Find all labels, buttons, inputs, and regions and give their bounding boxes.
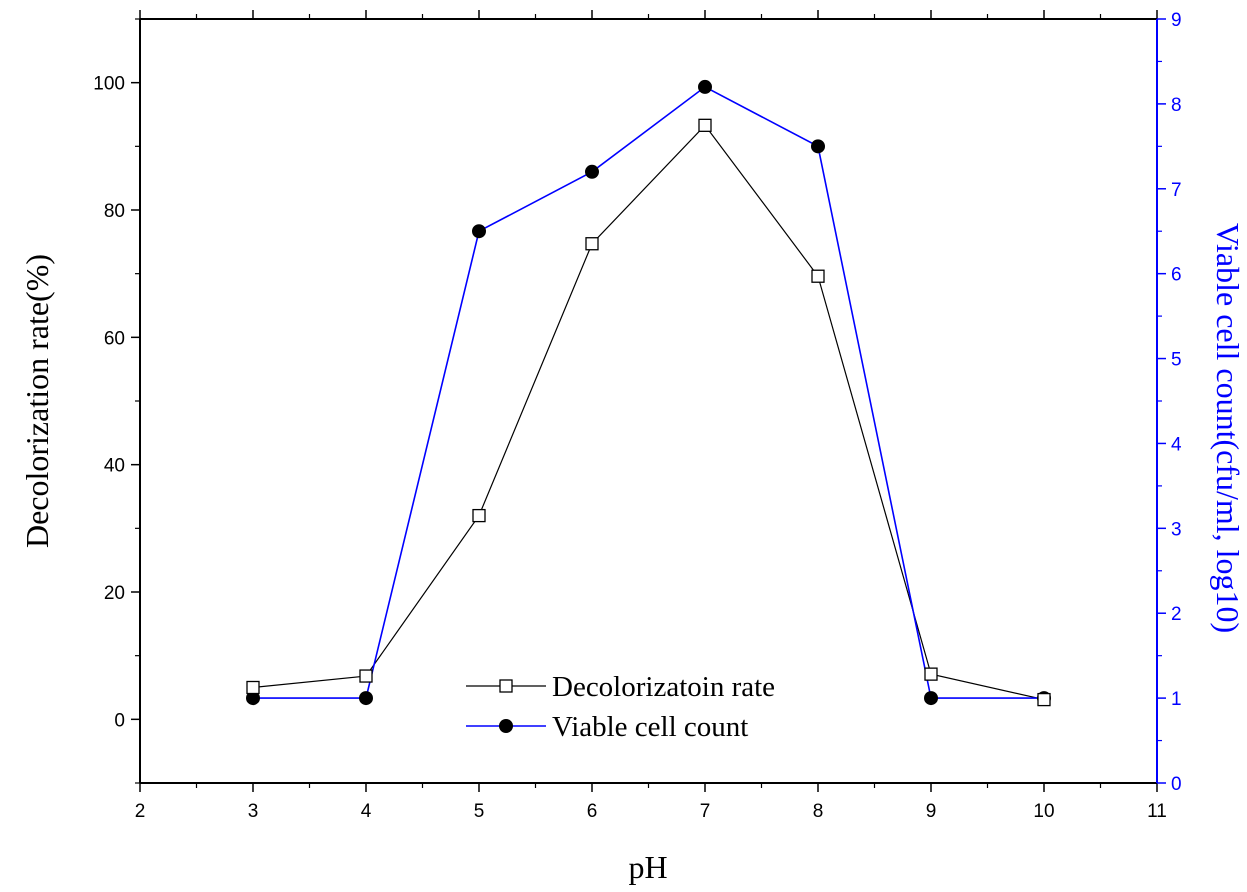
y2-tick-label: 4 bbox=[1171, 434, 1182, 455]
y2-axis-ticks: 0 1 2 3 4 5 6 7 8 9 bbox=[1157, 10, 1182, 795]
y-tick-label: 80 bbox=[104, 201, 125, 222]
x-tick-label: 8 bbox=[813, 801, 824, 822]
y2-tick-label: 0 bbox=[1171, 774, 1182, 795]
series-markers bbox=[246, 79, 1051, 707]
x-tick-label: 2 bbox=[135, 801, 146, 822]
x-tick-label: 5 bbox=[474, 801, 485, 822]
legend-label-decolorization: Decolorizatoin rate bbox=[552, 671, 775, 703]
point-viable-cell bbox=[698, 79, 712, 94]
x-tick-label: 7 bbox=[700, 801, 711, 822]
y2-tick-label: 9 bbox=[1171, 10, 1182, 31]
point-viable-cell bbox=[924, 691, 938, 706]
x-tick-label: 3 bbox=[248, 801, 259, 822]
y2-tick-label: 3 bbox=[1171, 519, 1182, 540]
point-decolorization bbox=[359, 669, 373, 683]
y2-tick-label: 1 bbox=[1171, 689, 1182, 710]
y2-tick-label: 2 bbox=[1171, 604, 1182, 625]
y-tick-label: 40 bbox=[104, 456, 125, 477]
y2-axis-title: Viable cell count(cfu/ml, log10) bbox=[1210, 223, 1246, 633]
legend-item-decolorization: Decolorizatoin rate bbox=[466, 671, 775, 703]
point-decolorization bbox=[585, 237, 599, 251]
y2-tick-label: 7 bbox=[1171, 180, 1182, 201]
y2-tick-label: 6 bbox=[1171, 265, 1182, 286]
x-tick-label: 6 bbox=[587, 801, 598, 822]
point-decolorization bbox=[698, 118, 712, 132]
y-axis-title: Decolorization rate(%) bbox=[19, 254, 55, 548]
point-viable-cell bbox=[246, 691, 260, 706]
point-decolorization bbox=[246, 680, 260, 695]
point-viable-cell bbox=[585, 164, 599, 179]
x-axis-title: pH bbox=[628, 849, 667, 885]
y2-tick-label: 8 bbox=[1171, 95, 1182, 116]
x-tick-label: 4 bbox=[361, 801, 372, 822]
point-decolorization bbox=[472, 508, 486, 523]
x-tick-label: 11 bbox=[1147, 801, 1167, 822]
y-tick-label: 0 bbox=[114, 710, 125, 731]
legend-marker-circle bbox=[499, 719, 513, 733]
legend-marker-square bbox=[499, 679, 513, 693]
legend-label-viable-cell: Viable cell count bbox=[552, 711, 748, 743]
y-axis-ticks: 0 20 40 60 80 100 bbox=[93, 74, 140, 731]
point-decolorization bbox=[924, 667, 938, 681]
y-tick-label: 60 bbox=[104, 328, 125, 349]
y-tick-label: 100 bbox=[93, 74, 125, 95]
x-tick-label: 10 bbox=[1033, 801, 1054, 822]
series-line-viable-cell bbox=[253, 85, 1044, 699]
point-viable-cell bbox=[472, 224, 486, 239]
series-lines bbox=[252, 85, 1045, 701]
point-viable-cell bbox=[811, 139, 825, 154]
axes bbox=[139, 18, 1158, 784]
point-decolorization bbox=[1037, 692, 1051, 707]
legend: Decolorizatoin rate Viable cell count bbox=[466, 671, 775, 743]
y2-tick-label: 5 bbox=[1171, 350, 1182, 371]
point-decolorization bbox=[811, 269, 825, 283]
legend-item-viable-cell: Viable cell count bbox=[466, 711, 748, 743]
point-viable-cell bbox=[359, 691, 373, 706]
series-line-decolorization bbox=[252, 124, 1045, 701]
y-tick-label: 20 bbox=[104, 583, 125, 604]
x-axis-ticks: 2 3 4 5 6 7 8 9 10 11 bbox=[135, 10, 1167, 822]
x-tick-label: 9 bbox=[926, 801, 937, 822]
